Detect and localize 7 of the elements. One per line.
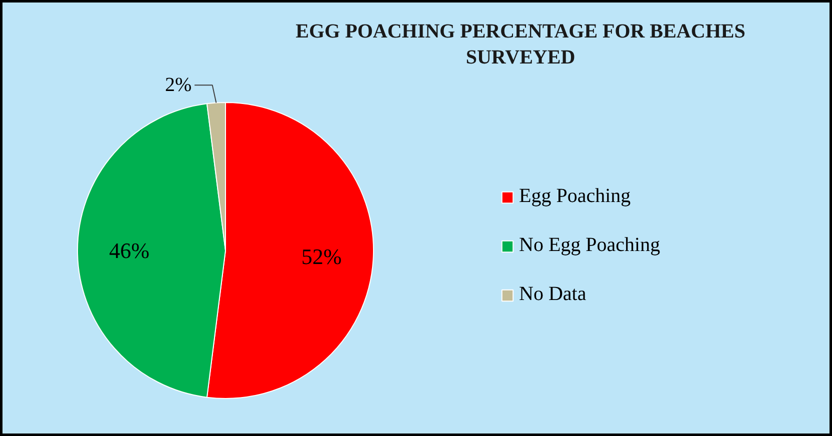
chart-title: EGG POACHING PERCENTAGE FOR BEACHES SURVEYED [296, 20, 746, 69]
legend-label: Egg Poaching [519, 185, 631, 208]
legend-label: No Egg Poaching [519, 234, 660, 257]
data-label: 2% [164, 74, 192, 96]
data-label: 46% [109, 238, 150, 263]
legend-label: No Data [519, 283, 586, 306]
data-label: 52% [301, 244, 342, 270]
